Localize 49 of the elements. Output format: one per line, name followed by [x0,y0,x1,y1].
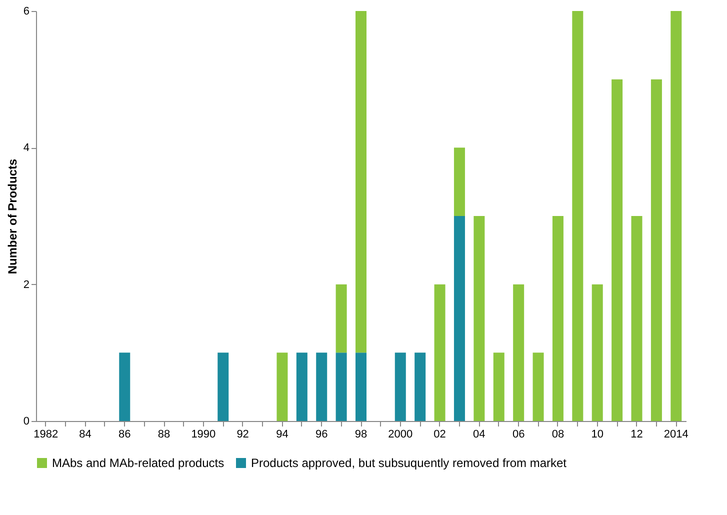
bar [513,284,524,421]
x-tick-label: 2000 [388,428,413,440]
x-tick-label: 02 [434,428,446,440]
x-tick-label: 86 [118,428,131,440]
bar [434,284,446,421]
bar [336,284,347,353]
x-tick-label: 2014 [664,428,688,440]
bar [454,148,465,216]
bar [650,79,662,421]
x-tick-label: 1982 [34,428,58,440]
bar [631,216,642,421]
x-tick-label: 1990 [191,428,216,440]
legend-label: Products approved, but subsuquently removed from market [251,456,568,470]
legend-label: MAbs and MAb-related products [52,456,224,470]
x-tick-label: 92 [236,428,249,440]
x-tick-label: 12 [630,428,643,440]
y-axis-title: Number of Products [5,158,20,274]
y-tick-label: 6 [23,6,30,18]
bar [356,11,366,353]
bar [493,352,504,421]
bar [356,352,366,421]
y-tick-label: 2 [23,278,30,291]
bar [670,11,682,421]
x-tick-label: 10 [591,428,604,440]
bar [296,352,308,421]
bar [316,352,328,421]
bar [612,79,623,421]
bar [454,216,465,421]
bar [414,352,426,421]
x-tick-label: 96 [315,428,328,440]
bar [572,11,584,421]
bar [592,284,603,421]
x-tick-label: 94 [276,428,288,440]
bar [532,352,544,421]
bar [552,216,564,421]
x-tick-label: 84 [79,428,92,440]
x-tick-label: 98 [354,428,368,440]
x-tick-label: 08 [552,428,564,440]
bar [218,352,229,421]
y-tick-label: 0 [23,416,30,428]
x-tick-label: 06 [512,428,525,440]
bar [119,352,130,421]
x-tick-label: 04 [473,428,486,440]
bar [394,352,406,421]
bar [276,352,288,421]
bar [336,352,347,421]
bar [474,216,485,421]
y-tick-label: 4 [23,142,30,154]
x-tick-label: 88 [158,428,170,440]
